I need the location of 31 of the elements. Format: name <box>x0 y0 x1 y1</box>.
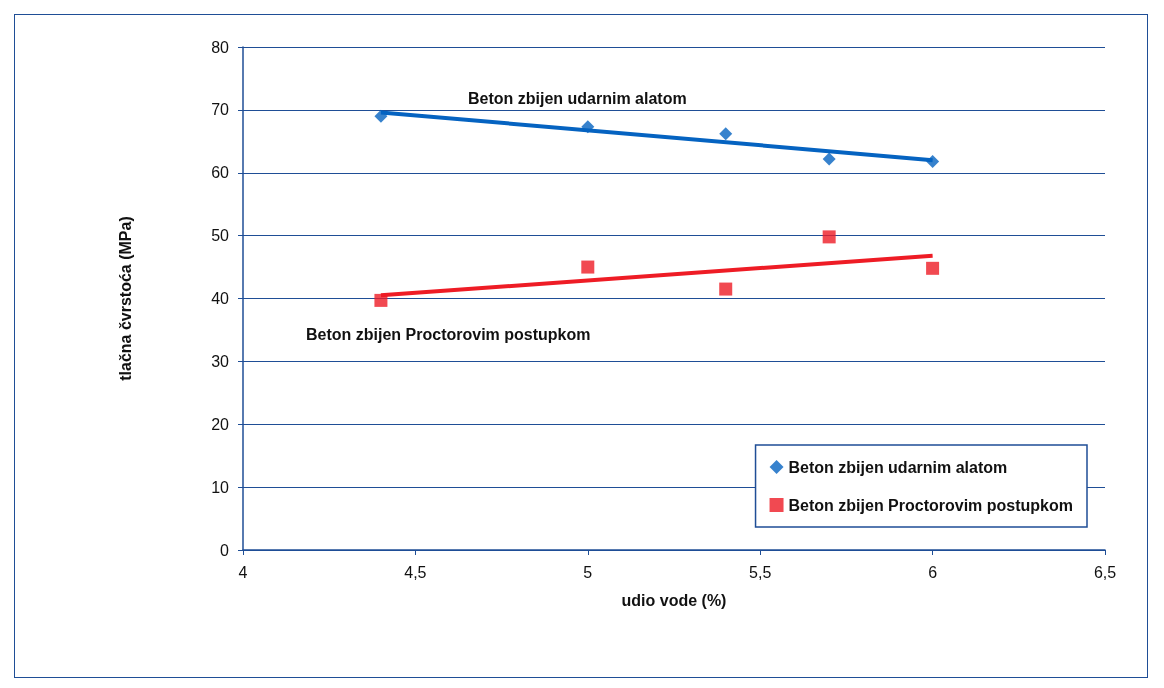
point <box>581 120 595 134</box>
point <box>374 293 388 307</box>
point <box>822 230 836 244</box>
x-tick-label: 5,5 <box>749 563 772 581</box>
y-axis-title: tlačna čvrstoća (MPa) <box>116 216 134 381</box>
x-tick-label: 4,5 <box>404 563 427 581</box>
y-tick-label: 10 <box>211 478 230 496</box>
x-tick-label: 6,5 <box>1093 563 1117 581</box>
y-tick-label: 20 <box>211 415 230 433</box>
x-tick-label: 4 <box>238 563 248 581</box>
point <box>719 127 733 141</box>
annotation: Beton zbijen udarnim alatom <box>468 89 687 107</box>
point <box>926 261 940 275</box>
y-tick-label: 30 <box>211 352 230 370</box>
point <box>822 152 836 166</box>
point <box>926 154 940 168</box>
point <box>719 282 733 296</box>
x-tick-label: 6 <box>928 563 938 581</box>
y-tick-label: 50 <box>211 227 230 245</box>
x-axis-title: udio vode (%) <box>621 591 727 609</box>
y-tick-label: 70 <box>211 101 230 119</box>
x-tick-label: 5 <box>583 563 593 581</box>
y-tick-label: 0 <box>220 541 230 559</box>
annotation: Beton zbijen Proctorovim postupkom <box>306 325 591 343</box>
point <box>374 109 388 123</box>
point <box>581 260 595 274</box>
legend-label: Beton zbijen Proctorovim postupkom <box>788 496 1074 514</box>
y-tick-label: 40 <box>211 290 230 307</box>
y-tick-label: 60 <box>211 164 230 182</box>
legend-label: Beton zbijen udarnim alatom <box>788 458 1008 476</box>
y-tick-label: 80 <box>211 38 230 56</box>
